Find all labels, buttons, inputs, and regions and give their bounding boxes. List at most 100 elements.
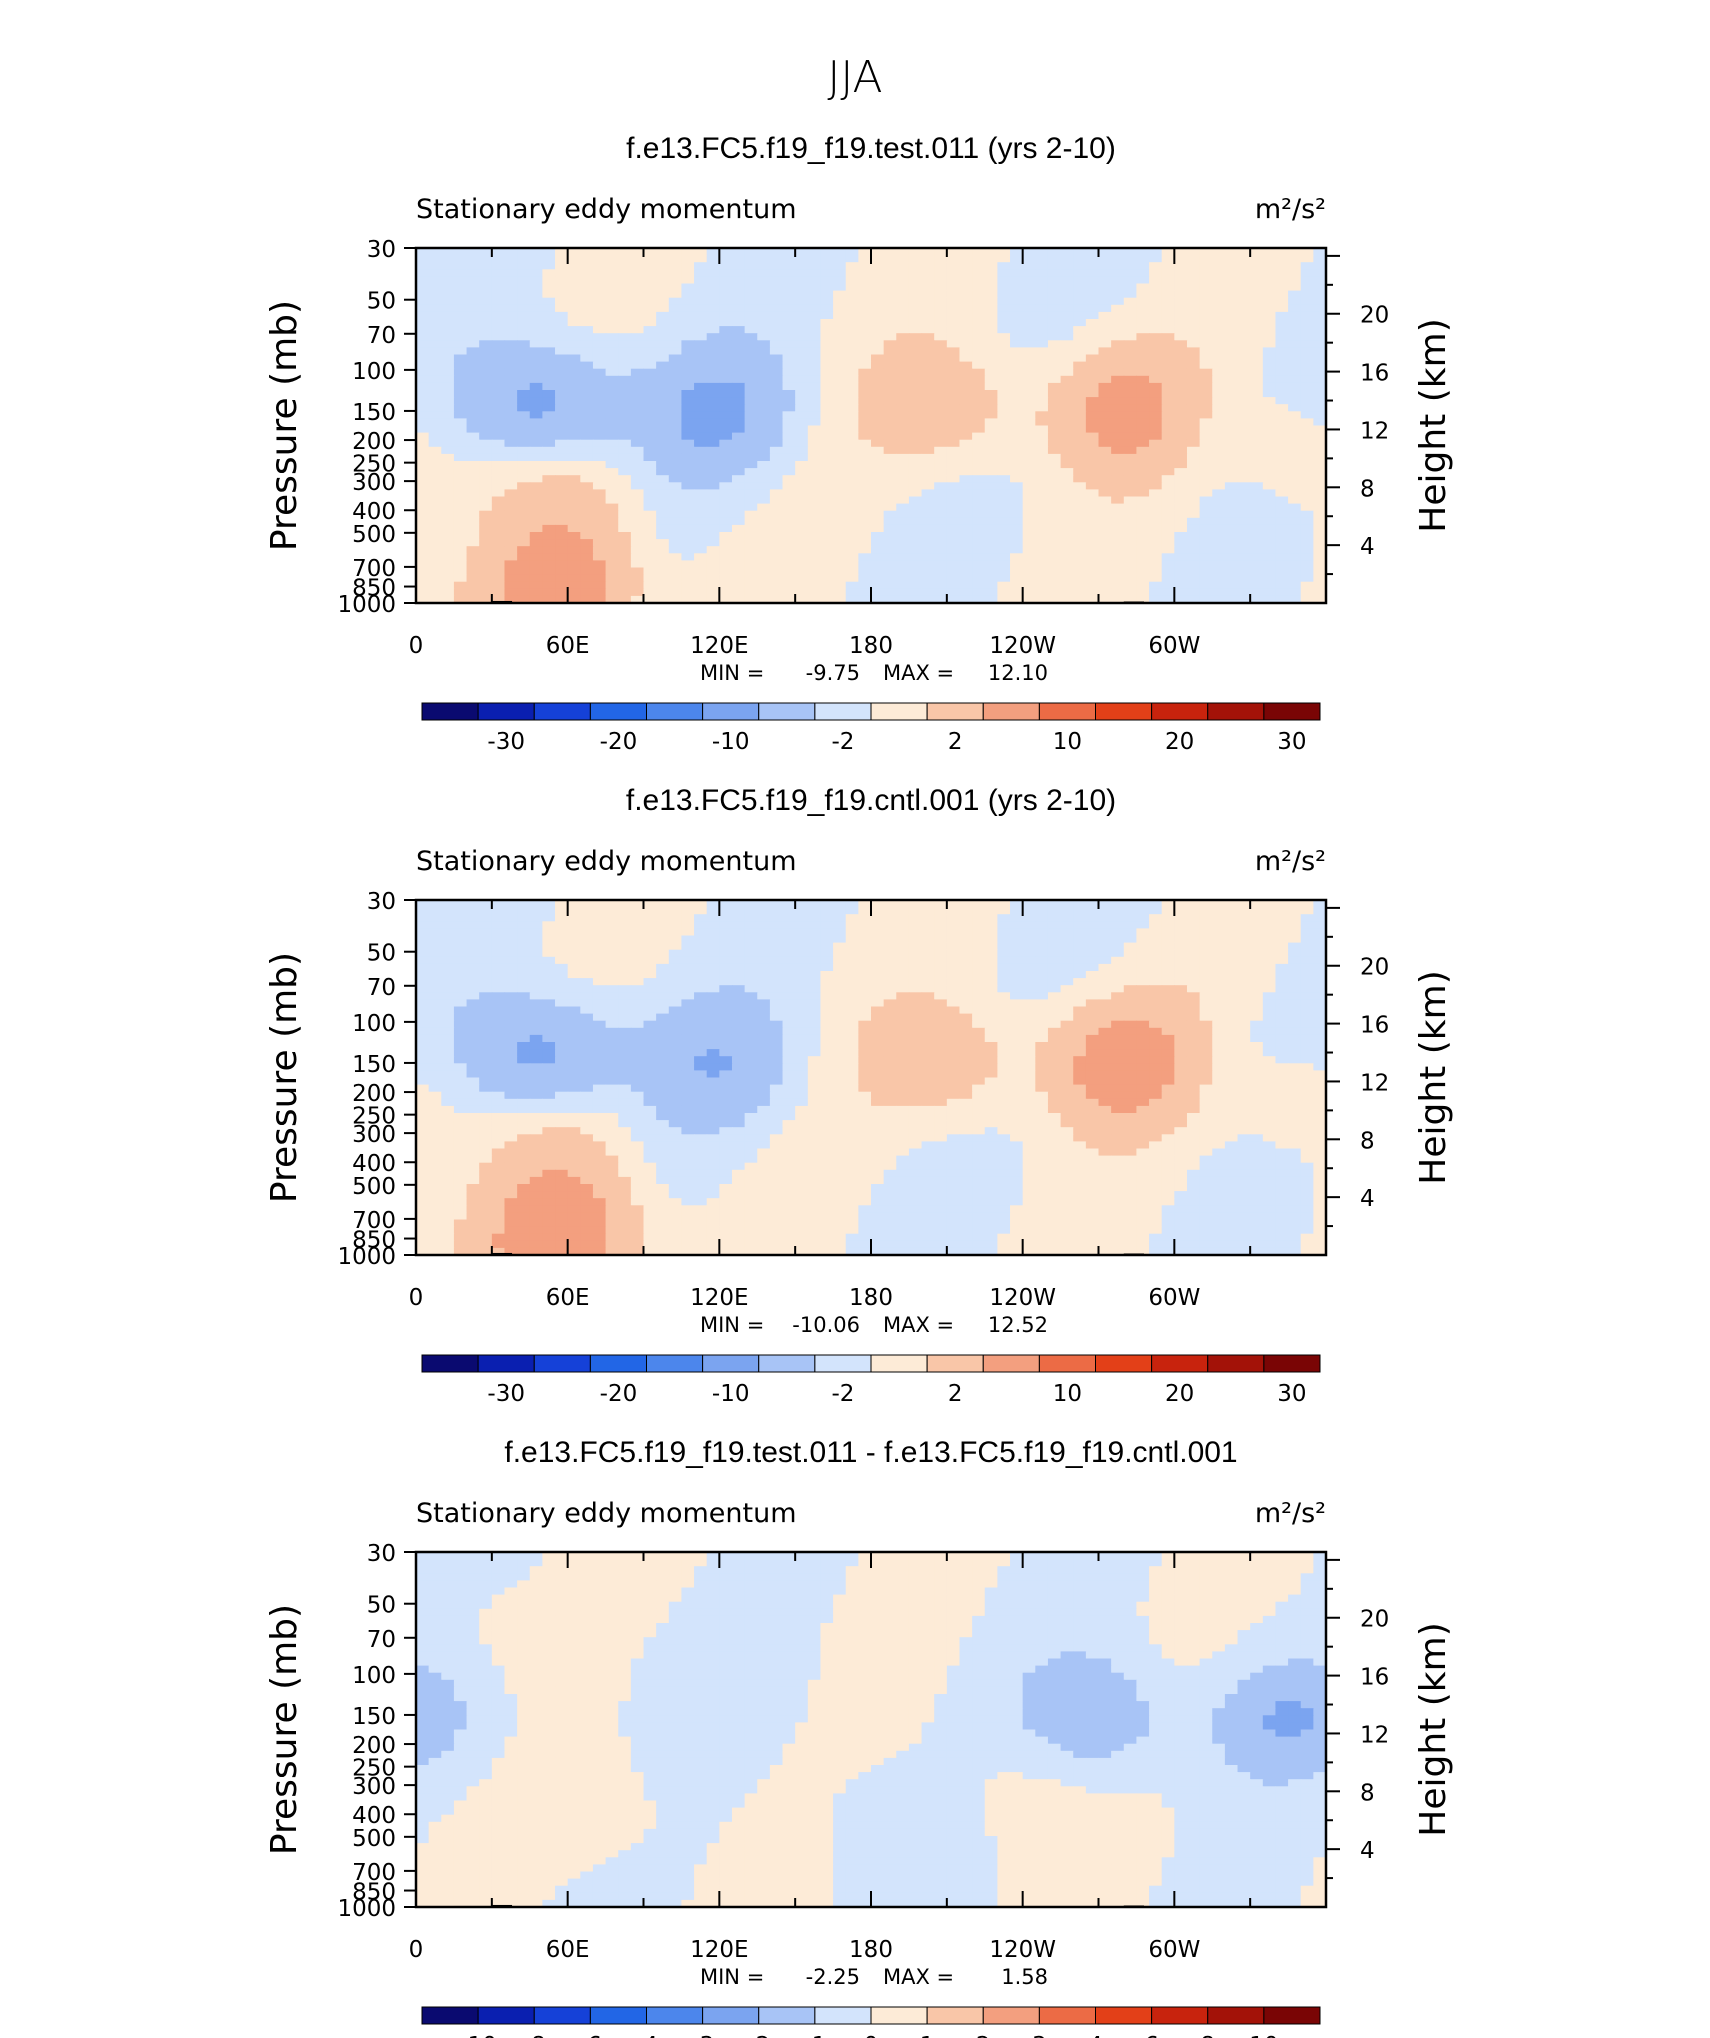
- contour-cell: [530, 262, 543, 270]
- contour-cell: [1035, 369, 1048, 377]
- contour-cell: [492, 921, 505, 929]
- contour-cell: [1200, 347, 1213, 355]
- contour-cell: [606, 560, 619, 568]
- contour-cell: [1035, 255, 1048, 263]
- contour-cell: [1162, 347, 1175, 355]
- contour-cell: [1073, 404, 1086, 412]
- contour-cell: [542, 454, 555, 462]
- contour-cell: [1086, 589, 1099, 597]
- contour-cell: [707, 482, 720, 490]
- contour-cell: [808, 347, 821, 355]
- contour-cell: [429, 957, 442, 965]
- contour-cell: [606, 262, 619, 270]
- contour-cell: [745, 362, 758, 370]
- contour-cell: [1225, 532, 1238, 540]
- contour-cell: [1023, 397, 1036, 405]
- contour-cell: [1023, 978, 1036, 986]
- contour-cell: [1263, 255, 1276, 263]
- contour-cell: [1263, 504, 1276, 512]
- contour-cell: [517, 482, 530, 490]
- contour-cell: [580, 482, 593, 490]
- contour-cell: [504, 411, 517, 419]
- contour-cell: [1136, 907, 1149, 915]
- contour-cell: [808, 312, 821, 320]
- contour-cell: [770, 319, 783, 327]
- contour-cell: [884, 489, 897, 497]
- contour-cell: [555, 340, 568, 348]
- contour-cell: [732, 511, 745, 519]
- contour-cell: [959, 447, 972, 455]
- contour-cell: [833, 312, 846, 320]
- contour-cell: [922, 964, 935, 972]
- contour-cell: [1263, 560, 1276, 568]
- contour-cell: [644, 978, 657, 986]
- contour-cell: [1136, 255, 1149, 263]
- contour-cell: [593, 447, 606, 455]
- contour-cell: [1225, 950, 1238, 958]
- contour-cell: [429, 914, 442, 922]
- contour-cell: [1288, 964, 1301, 972]
- contour-cell: [997, 312, 1010, 320]
- contour-cell: [1086, 482, 1099, 490]
- contour-cell: [656, 411, 669, 419]
- contour-cell: [429, 525, 442, 533]
- contour-cell: [808, 255, 821, 263]
- contour-cell: [492, 553, 505, 561]
- contour-cell: [1149, 482, 1162, 490]
- contour-cell: [896, 914, 909, 922]
- contour-cell: [1263, 355, 1276, 363]
- contour-cell: [1124, 497, 1137, 505]
- contour-cell: [441, 1014, 454, 1022]
- contour-cell: [858, 326, 871, 334]
- contour-cell: [504, 347, 517, 355]
- contour-cell: [681, 582, 694, 590]
- contour-cell: [517, 546, 530, 554]
- contour-cell: [1288, 319, 1301, 327]
- contour-cell: [846, 992, 859, 1000]
- contour-cell: [972, 369, 985, 377]
- contour-cell: [555, 1021, 568, 1029]
- contour-cell: [707, 276, 720, 284]
- contour-cell: [770, 907, 783, 915]
- contour-cell: [429, 546, 442, 554]
- contour-cell: [1023, 1021, 1036, 1029]
- contour-cell: [719, 404, 732, 412]
- contour-cell: [479, 1014, 492, 1022]
- contour-cell: [1288, 532, 1301, 540]
- contour-cell: [757, 532, 770, 540]
- contour-cell: [681, 489, 694, 497]
- contour-cell: [568, 560, 581, 568]
- contour-cell: [757, 589, 770, 597]
- contour-cell: [985, 333, 998, 341]
- contour-cell: [732, 999, 745, 1007]
- contour-cell: [985, 340, 998, 348]
- contour-cell: [1301, 433, 1314, 441]
- contour-cell: [441, 525, 454, 533]
- contour-cell: [606, 447, 619, 455]
- contour-cell: [1149, 369, 1162, 377]
- contour-cell: [517, 914, 530, 922]
- contour-cell: [517, 319, 530, 327]
- contour-cell: [1313, 511, 1326, 519]
- contour-cell: [1073, 964, 1086, 972]
- contour-cell: [1136, 582, 1149, 590]
- contour-cell: [985, 426, 998, 434]
- contour-cell: [1035, 582, 1048, 590]
- contour-cell: [795, 340, 808, 348]
- contour-cell: [504, 319, 517, 327]
- contour-cell: [1313, 964, 1326, 972]
- contour-cell: [517, 291, 530, 299]
- contour-cell: [1301, 1007, 1314, 1015]
- contour-cell: [783, 1021, 796, 1029]
- contour-cell: [909, 546, 922, 554]
- contour-cell: [618, 489, 631, 497]
- contour-cell: [922, 978, 935, 986]
- contour-cell: [947, 553, 960, 561]
- contour-cell: [1149, 553, 1162, 561]
- contour-cell: [757, 971, 770, 979]
- contour-cell: [1010, 440, 1023, 448]
- contour-cell: [820, 582, 833, 590]
- contour-cell: [871, 985, 884, 993]
- contour-cell: [1225, 489, 1238, 497]
- contour-cell: [732, 1007, 745, 1015]
